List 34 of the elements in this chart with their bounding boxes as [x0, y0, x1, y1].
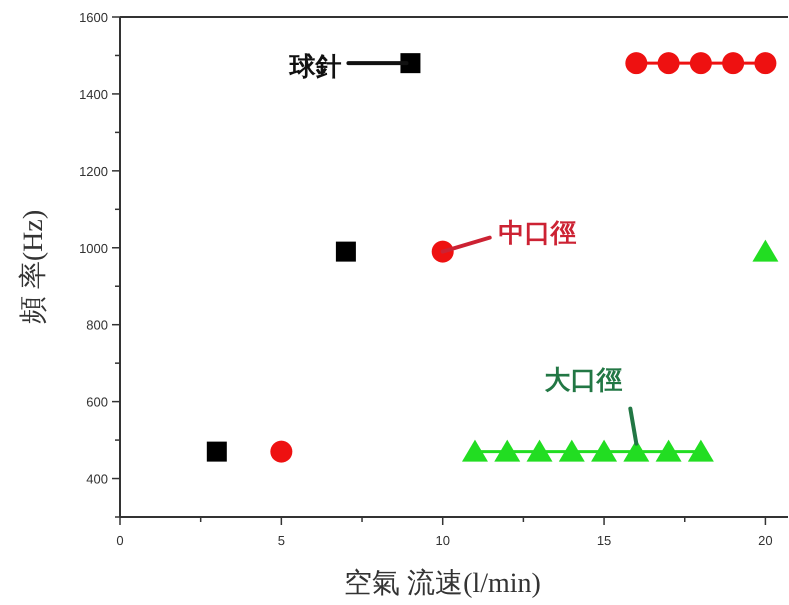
y-tick-label: 1600 — [79, 10, 108, 25]
point — [558, 440, 585, 462]
x-axis-title: 空氣 流速(l/min) — [344, 568, 541, 599]
x-tick-label: 20 — [758, 533, 773, 548]
y-tick-label: 1400 — [79, 86, 108, 102]
point — [625, 52, 648, 74]
annotation: 大口徑 — [544, 364, 622, 395]
point — [526, 440, 553, 462]
y-tick-label: 600 — [86, 394, 108, 410]
x-tick-label: 0 — [116, 533, 124, 548]
point — [752, 240, 778, 262]
y-tick-label: 1200 — [79, 164, 108, 179]
y-tick-label: 800 — [86, 318, 108, 333]
point — [494, 440, 520, 462]
point — [400, 53, 420, 74]
x-tick-label: 10 — [435, 533, 450, 548]
point — [658, 52, 680, 74]
point — [591, 440, 618, 462]
y-tick-label: 400 — [86, 472, 108, 487]
annotation: 球針 — [288, 51, 342, 82]
x-tick-label: 5 — [278, 533, 285, 548]
point — [688, 440, 714, 462]
point — [462, 440, 488, 462]
point — [754, 52, 776, 74]
point — [206, 442, 227, 462]
point — [722, 52, 744, 74]
x-tick-label: 15 — [596, 533, 612, 548]
point — [270, 440, 292, 463]
point — [656, 440, 682, 462]
y-tick-label: 1000 — [79, 240, 108, 256]
annotation: 中口徑 — [498, 218, 577, 248]
point — [336, 242, 356, 262]
y-axis-title: 頻 率(Hz) — [18, 210, 49, 324]
point — [690, 52, 712, 74]
